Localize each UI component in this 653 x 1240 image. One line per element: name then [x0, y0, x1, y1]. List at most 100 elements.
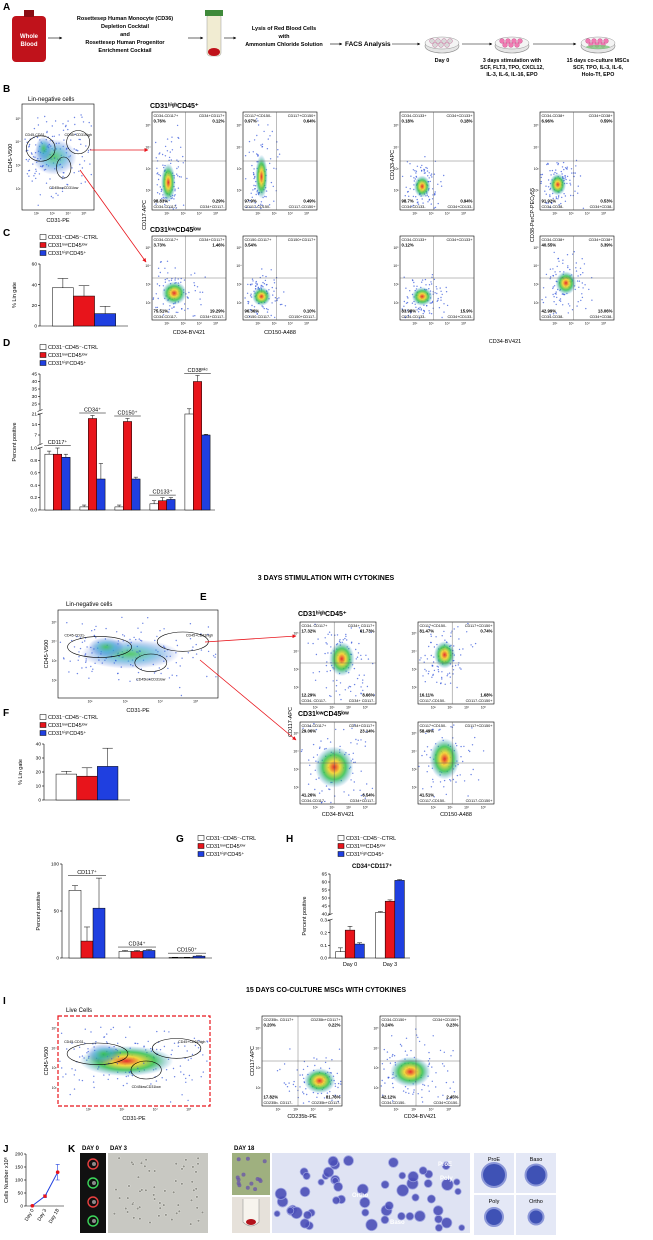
y-tick-label: 35 — [32, 387, 38, 393]
event-dot — [453, 1091, 456, 1093]
cell — [196, 1219, 200, 1223]
category-label: CD133⁺ — [152, 489, 172, 496]
event-dot — [60, 1032, 63, 1035]
legend-label: CD31ˡᵒʷCD45ˡᵒʷ — [206, 843, 246, 850]
quadrant-label: CD117-CD150- — [420, 799, 447, 803]
density — [161, 281, 187, 305]
event-dot — [252, 189, 254, 191]
gating-title: Lin-negative cells — [28, 97, 74, 103]
event-dot — [346, 639, 348, 641]
cell-type-label: Baso — [530, 1157, 543, 1163]
y-tick-label: 20 — [32, 303, 38, 309]
event-dot — [360, 654, 362, 657]
event-dot — [574, 288, 576, 291]
flow-tick-label: 10⁴ — [66, 212, 72, 216]
event-dot — [419, 659, 421, 661]
event-dot — [255, 193, 257, 196]
flow-tick-label: 10⁵ — [446, 1108, 452, 1112]
event-dot — [53, 157, 56, 159]
event-dot — [576, 305, 578, 307]
flow-tick-label: 10⁴ — [288, 212, 294, 216]
bar — [158, 500, 167, 511]
event-dot — [147, 617, 149, 619]
event-dot — [431, 198, 434, 200]
row-title: CD31ˡᵒʷCD45ˡᵒʷ — [150, 227, 201, 234]
cell — [359, 1197, 371, 1209]
event-dot — [555, 291, 557, 293]
event-dot — [575, 267, 577, 269]
quadrant-label: CD34-CD133- — [402, 205, 427, 209]
cell — [396, 1184, 410, 1197]
legend-label: CD31ˡᵒʷCD45ˡᵒʷ — [48, 242, 88, 249]
event-dot — [193, 282, 195, 284]
event-dot — [459, 667, 461, 669]
event-dot — [250, 296, 253, 298]
event-dot — [439, 287, 441, 289]
event-dot — [434, 191, 436, 193]
event-dot — [181, 308, 183, 310]
cell — [126, 1210, 130, 1214]
workflow-text: Ammonium Chloride Solution — [245, 42, 323, 48]
event-dot — [350, 779, 352, 781]
flow-tick-label: 10² — [412, 786, 418, 790]
event-dot — [334, 1085, 337, 1088]
event-dot — [244, 297, 246, 299]
event-dot — [273, 282, 276, 284]
event-dot — [404, 1050, 407, 1052]
axis-label: CD34-BV421 — [322, 812, 354, 818]
flow-tick-label: 10⁴ — [236, 264, 242, 268]
event-dot — [310, 773, 312, 775]
quadrant-percent: 75.51% — [154, 309, 169, 314]
category-label: CD34⁺ — [84, 407, 101, 414]
event-dot — [80, 143, 82, 145]
bar — [335, 951, 346, 959]
event-dot — [308, 759, 310, 761]
event-dot — [400, 1045, 403, 1047]
event-dot — [122, 634, 124, 636]
event-dot — [338, 640, 341, 642]
event-dot — [122, 1084, 125, 1087]
event-dot — [443, 630, 445, 633]
event-dot — [245, 206, 248, 208]
event-dot — [330, 646, 332, 648]
density — [252, 287, 271, 306]
event-dot — [450, 632, 452, 634]
event-dot — [432, 674, 434, 677]
event-dot — [176, 167, 178, 170]
event-dot — [437, 297, 439, 300]
event-dot — [573, 251, 575, 253]
event-dot — [447, 1070, 449, 1072]
event-dot — [272, 185, 274, 188]
panel-label: I — [3, 996, 6, 1007]
event-dot — [156, 173, 158, 175]
event-dot — [254, 188, 256, 190]
cell — [441, 38, 447, 44]
event-dot — [76, 635, 78, 638]
event-dot — [403, 305, 405, 307]
workflow-text: IL-3, IL-6, IL-16, EPO — [486, 72, 537, 78]
event-dot — [77, 150, 79, 152]
flow-tick-label: 10² — [534, 188, 540, 192]
event-dot — [256, 283, 258, 285]
gating-title: Live Cells — [66, 1008, 92, 1014]
y-axis-label: Cells Number x10⁶ — [3, 1157, 10, 1203]
event-dot — [247, 300, 249, 303]
event-dot — [452, 778, 455, 781]
event-dot — [170, 141, 173, 143]
event-dot — [183, 1073, 185, 1076]
event-dot — [73, 646, 76, 648]
event-dot — [315, 778, 317, 781]
workflow-text: FACS Analysis — [345, 41, 391, 48]
legend-label: CD31ʰⁱᵍʰCD45⁺ — [48, 729, 86, 737]
event-dot — [577, 275, 579, 277]
flow-tick-label: 10⁴ — [293, 650, 299, 654]
legend-swatch — [39, 234, 47, 240]
cell-type-label: Poly — [440, 1176, 453, 1182]
event-dot — [206, 675, 208, 678]
y-tick-label: 40 — [322, 912, 328, 918]
event-dot — [358, 642, 360, 645]
cell — [144, 1158, 148, 1162]
gate-label: CD45-CD31- — [64, 633, 86, 637]
event-dot — [270, 269, 272, 271]
panel-label: C — [3, 228, 10, 239]
